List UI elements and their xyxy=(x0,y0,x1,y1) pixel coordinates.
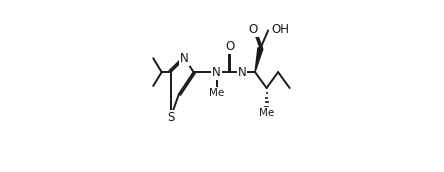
Text: O: O xyxy=(226,40,235,53)
Text: S: S xyxy=(167,111,174,124)
Polygon shape xyxy=(255,48,263,72)
Text: O: O xyxy=(248,23,258,36)
Text: N: N xyxy=(238,66,246,79)
Text: N: N xyxy=(180,52,189,65)
Text: Me: Me xyxy=(209,88,224,98)
Text: Me: Me xyxy=(259,108,274,118)
Text: OH: OH xyxy=(271,23,289,36)
Text: N: N xyxy=(212,66,221,79)
